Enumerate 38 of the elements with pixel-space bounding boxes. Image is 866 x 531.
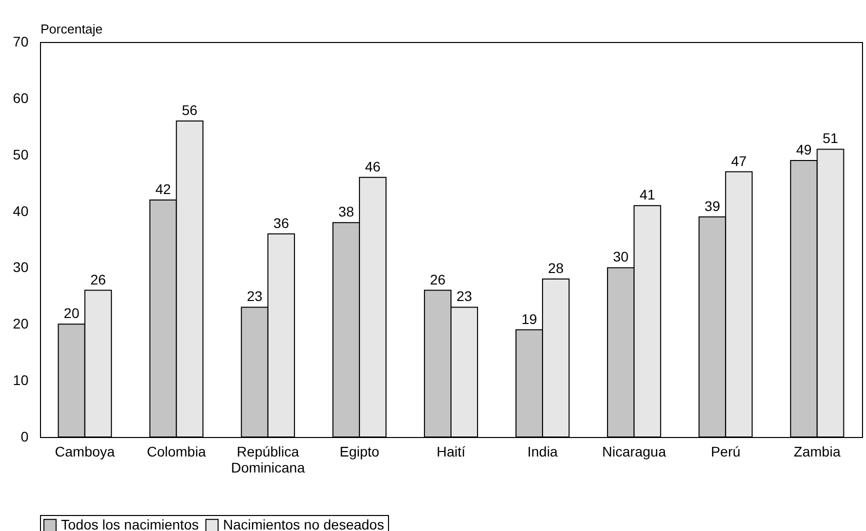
data-label: 23 xyxy=(246,288,263,304)
x-tick-label: Zambia xyxy=(794,444,841,460)
y-tick-label: 30 xyxy=(12,259,29,276)
data-label: 41 xyxy=(640,186,656,203)
data-label: 36 xyxy=(273,214,290,231)
x-tick-label: Camboya xyxy=(54,444,116,460)
y-tick-label: 20 xyxy=(12,316,29,332)
data-label: 47 xyxy=(731,152,747,169)
x-tick-label: India xyxy=(527,444,558,460)
legend-label: Nacimientos no deseados xyxy=(223,516,384,531)
data-label: 46 xyxy=(364,158,381,174)
y-tick-label: 70 xyxy=(12,34,29,50)
data-label: 56 xyxy=(182,102,198,118)
data-label: 20 xyxy=(64,305,80,322)
data-label: 30 xyxy=(613,248,629,265)
y-tick-label: 40 xyxy=(12,202,29,219)
data-label: 51 xyxy=(822,130,838,146)
data-label: 26 xyxy=(90,271,106,288)
data-label: 26 xyxy=(430,271,446,288)
y-tick-label: 50 xyxy=(12,146,29,162)
data-label: 38 xyxy=(338,204,354,220)
data-label: 23 xyxy=(456,288,472,304)
y-tick-label: 60 xyxy=(12,90,29,106)
data-label: 28 xyxy=(548,260,564,276)
x-tick-label: Perú xyxy=(710,444,740,460)
data-label: 42 xyxy=(155,181,172,197)
x-tick-label: Haití xyxy=(436,444,466,460)
x-tick-label: Colombia xyxy=(146,444,206,460)
x-tick-label: República Dominicana xyxy=(230,444,306,476)
x-tick-label: Nicaragua xyxy=(602,444,666,460)
y-tick-label: 0 xyxy=(20,428,29,444)
data-label: 49 xyxy=(796,142,812,158)
data-label: 39 xyxy=(704,198,720,214)
x-tick-label: Egipto xyxy=(340,444,380,460)
data-label: 19 xyxy=(521,310,538,327)
y-axis-title: Porcentaje xyxy=(40,22,103,36)
legend-label: Todos los nacimientos xyxy=(61,516,199,531)
y-tick-label: 10 xyxy=(12,372,29,388)
